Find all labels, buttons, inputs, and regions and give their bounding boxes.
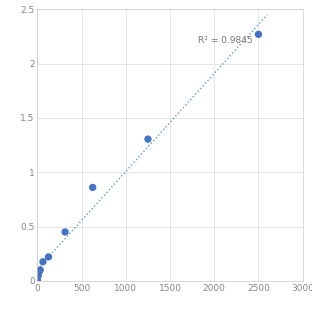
Point	[36, 270, 41, 275]
Point	[41, 259, 46, 264]
Point	[35, 278, 40, 283]
Point	[63, 229, 68, 234]
Point	[36, 273, 41, 278]
Point	[46, 254, 51, 259]
Point	[90, 185, 95, 190]
Point	[145, 137, 150, 142]
Point	[256, 32, 261, 37]
Text: R² = 0.9845: R² = 0.9845	[198, 36, 253, 45]
Point	[38, 267, 43, 272]
